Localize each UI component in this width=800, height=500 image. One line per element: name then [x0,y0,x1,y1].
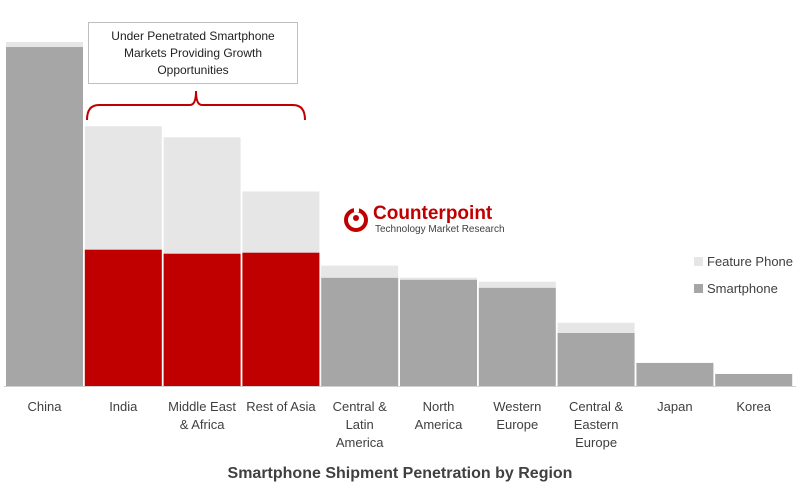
category-label-india: India [109,399,138,414]
bar-feature-phone-central-and-latin-america [321,265,399,278]
legend-item-feature-phone: Feature Phone [694,248,793,275]
legend-label-feature-phone: Feature Phone [707,254,794,269]
bar-smartphone-china [6,47,83,386]
category-label-north-america: North America [414,399,463,432]
category-label-central-and-eastern-europe: Central & Eastern Europe [568,399,624,450]
bar-smartphone-central-and-latin-america [321,277,399,386]
bar-smartphone-central-and-eastern-europe [557,332,635,386]
category-label-korea: Korea [736,399,772,414]
bar-smartphone-middle-east-and-africa [163,253,241,386]
category-label-central-and-latin-america: Central & Latin America [332,399,387,450]
bar-feature-phone-central-and-eastern-europe [557,322,635,333]
category-label-china: China [27,399,62,414]
bar-smartphone-western-europe [478,287,556,386]
bar-feature-phone-middle-east-and-africa [163,137,241,254]
bar-smartphone-india [84,249,162,386]
bar-feature-phone-rest-of-asia [242,191,320,253]
category-label-middle-east-and-africa: Middle East & Africa [168,399,237,432]
counterpoint-logo: Counterpoint Technology Market Research [343,204,505,235]
bar-smartphone-rest-of-asia [242,252,320,386]
chart-title: Smartphone Shipment Penetration by Regio… [227,465,573,482]
legend-item-smartphone: Smartphone [694,275,793,302]
counterpoint-logo-icon [344,206,368,232]
bar-feature-phone-china [6,42,83,48]
callout-box: Under Penetrated Smartphone Markets Prov… [88,22,298,84]
bracket-annotation [86,90,306,121]
bar-feature-phone-north-america [400,277,477,280]
legend: Feature Phone Smartphone [694,248,793,302]
callout-text: Under Penetrated Smartphone Markets Prov… [111,28,275,77]
legend-swatch-smartphone [694,284,703,293]
bar-smartphone-korea [715,373,793,386]
bar-smartphone-north-america [400,279,477,386]
logo-tagline: Technology Market Research [375,224,505,235]
legend-label-smartphone: Smartphone [707,281,778,296]
bracket-path [86,90,306,121]
bar-feature-phone-western-europe [478,281,556,288]
logo-name: Counterpoint [373,203,493,224]
category-label-rest-of-asia: Rest of Asia [246,399,316,414]
bars-group [6,42,793,386]
bar-smartphone-japan [636,362,714,386]
bar-feature-phone-india [84,126,162,250]
category-label-western-europe: Western Europe [493,399,542,432]
category-label-japan: Japan [657,399,693,414]
legend-swatch-feature-phone [694,257,703,266]
